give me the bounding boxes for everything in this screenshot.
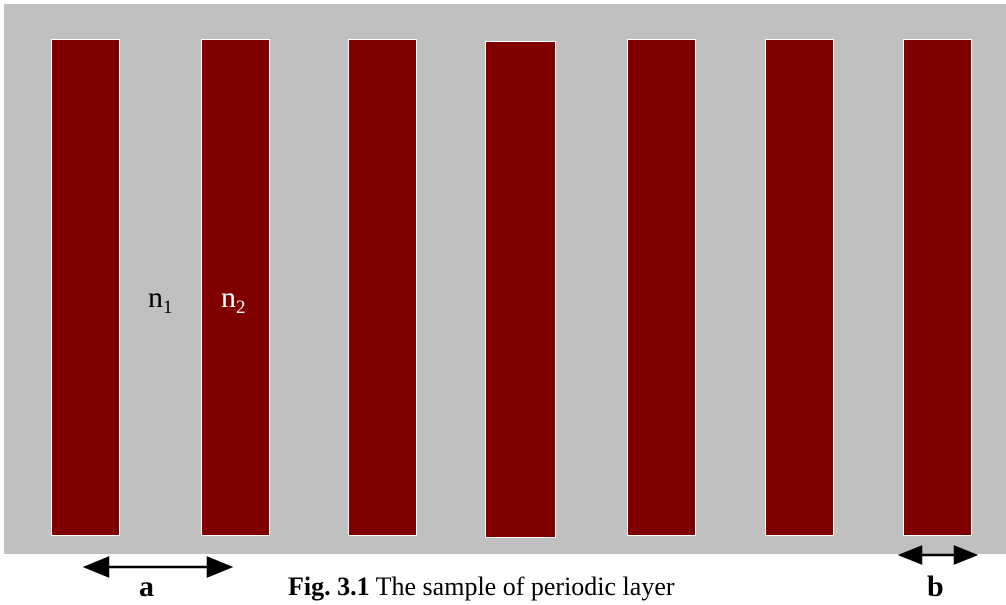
stripe-5	[627, 39, 696, 536]
figure-caption: Fig. 3.1 The sample of periodic layer	[288, 574, 675, 600]
refractive-index-n2-label: n2	[221, 281, 246, 318]
stripe-2	[201, 39, 270, 536]
stripe-1	[51, 39, 120, 536]
stripe-3	[348, 39, 417, 536]
refractive-index-n1-label: n1	[148, 281, 173, 318]
period-label: a	[139, 570, 154, 603]
stripe-width-label: b	[927, 570, 944, 603]
caption-number: Fig. 3.1	[288, 572, 370, 601]
stripe-7	[903, 39, 972, 536]
stripe-6	[765, 39, 834, 536]
period-arrow	[82, 556, 234, 578]
caption-text: The sample of periodic layer	[369, 572, 675, 601]
stripe-width-arrow	[897, 545, 979, 565]
stripe-4	[485, 41, 556, 538]
